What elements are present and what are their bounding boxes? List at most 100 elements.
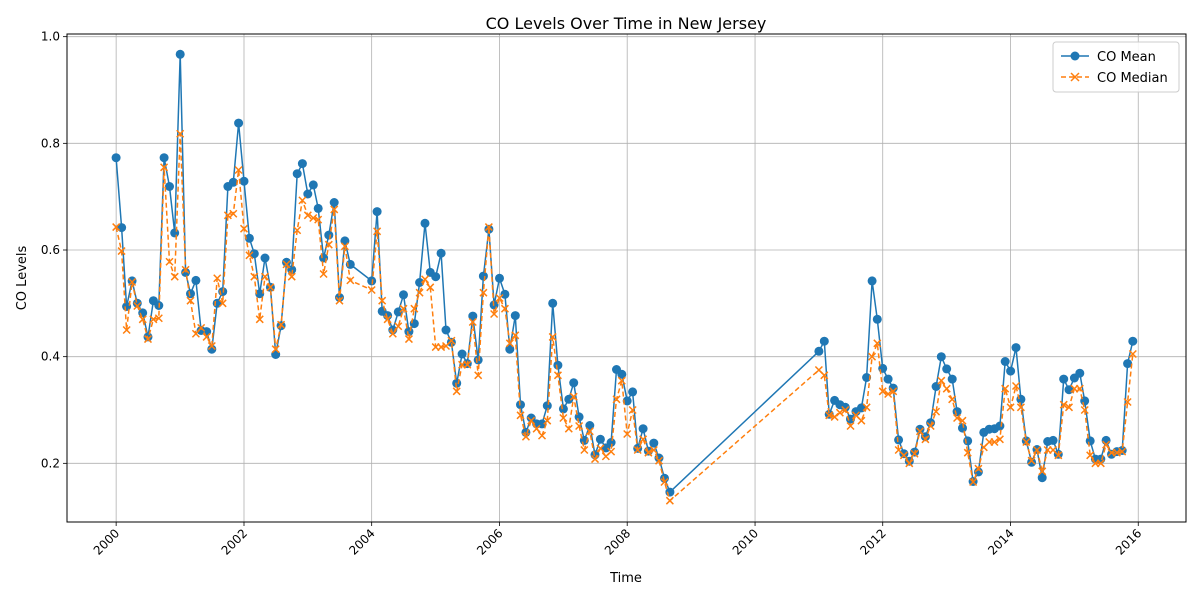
data-point-co-median [633,445,642,455]
data-point-co-mean [234,118,244,128]
data-point-co-median [1075,384,1084,393]
data-point-co-mean [468,311,478,321]
data-point-co-mean [473,355,483,365]
data-point-co-median [223,211,232,220]
data-point-co-mean [569,378,579,388]
data-point-co-median [596,444,605,453]
data-point-co-mean [553,360,563,370]
data-point-co-median [1118,447,1127,456]
data-point-co-mean [399,290,408,300]
data-point-co-median [229,209,238,218]
data-point-co-median [1086,451,1095,460]
data-point-co-median [553,371,562,380]
data-point-co-median [1054,451,1063,460]
data-point-co-median [367,285,376,295]
data-point-co-median [293,226,302,235]
data-point-co-median [490,309,499,319]
data-point-co-median [516,411,525,420]
data-point-co-median [479,288,488,297]
data-point-co-median [649,445,658,455]
data-point-co-median [655,456,664,465]
data-point-co-median [154,314,163,323]
data-point-co-median [346,276,355,285]
data-point-co-median [474,371,483,380]
data-point-co-mean [936,352,946,362]
data-point-co-mean [478,271,488,281]
data-point-co-median [394,322,403,331]
data-point-co-mean [132,298,142,308]
data-point-co-mean [324,230,334,240]
data-point-co-median [117,247,126,256]
y-axis-ticks: 0.2 0.4 0.6 0.8 1.0 [41,30,67,470]
data-point-co-mean [207,344,217,354]
data-point-co-mean [170,228,180,238]
data-point-co-mean [446,337,456,347]
data-point-co-median [160,163,169,172]
data-point-co-median [218,299,227,308]
data-point-co-median [527,416,536,425]
data-point-co-mean [329,198,339,207]
data-point-co-median [1123,397,1132,407]
data-point-co-median [1006,403,1015,412]
data-point-co-mean [372,207,382,217]
data-point-co-median [170,272,179,281]
data-point-co-median [484,223,493,232]
data-point-co-mean [872,314,882,324]
data-point-co-mean [942,364,952,374]
data-point-co-mean [303,189,313,199]
data-point-co-median [915,427,925,436]
data-point-co-median [309,213,318,223]
data-point-co-mean [995,421,1005,431]
data-point-co-median [905,459,914,468]
data-point-co-median [505,339,514,348]
data-point-co-median [926,421,935,431]
data-point-co-mean [947,374,957,384]
data-point-co-mean [867,276,877,286]
data-point-co-median [500,304,509,313]
data-point-co-mean [606,438,616,447]
data-point-co-median [420,275,430,284]
data-point-co-median [122,325,131,335]
data-point-co-median [820,371,829,380]
data-point-co-mean [404,327,414,337]
data-point-co-median [234,165,243,175]
data-point-co-mean [111,153,121,163]
data-point-co-mean [436,248,446,258]
data-point-co-median [846,421,855,431]
data-point-co-median [878,387,887,396]
data-point-co-median [399,304,408,313]
legend-marker-co-median [1070,72,1080,82]
data-point-co-mean [1048,435,1058,445]
data-point-co-mean [420,218,430,228]
data-point-co-mean [585,421,595,430]
data-point-co-median [330,205,339,214]
data-point-co-mean [228,177,238,187]
y-tick-label: 1.0 [41,30,60,44]
data-point-co-median [665,496,674,505]
data-point-co-median [862,403,871,412]
data-point-co-median [543,416,552,425]
data-point-co-median [841,405,850,415]
data-point-co-mean [952,407,962,417]
data-point-co-median [825,411,834,420]
data-point-co-median [537,431,547,440]
data-point-co-median [197,323,206,332]
data-point-co-mean [1101,435,1111,445]
data-point-co-mean [628,387,638,397]
data-point-co-median [112,223,121,232]
data-point-co-median [340,242,349,251]
data-point-co-mean [510,311,520,321]
data-point-co-mean [191,275,201,285]
data-point-co-median [239,224,249,233]
data-point-co-median [660,477,669,487]
data-point-co-mean [883,374,893,384]
data-point-co-mean [595,434,605,444]
data-point-co-median [942,384,951,393]
data-point-co-mean [526,413,536,423]
data-point-co-median [133,301,142,311]
data-point-co-mean [495,273,504,283]
data-point-co-median [1027,456,1036,465]
y-axis-title: CO Levels [15,246,30,311]
data-point-co-median [628,405,637,415]
data-point-co-mean [1011,343,1021,353]
